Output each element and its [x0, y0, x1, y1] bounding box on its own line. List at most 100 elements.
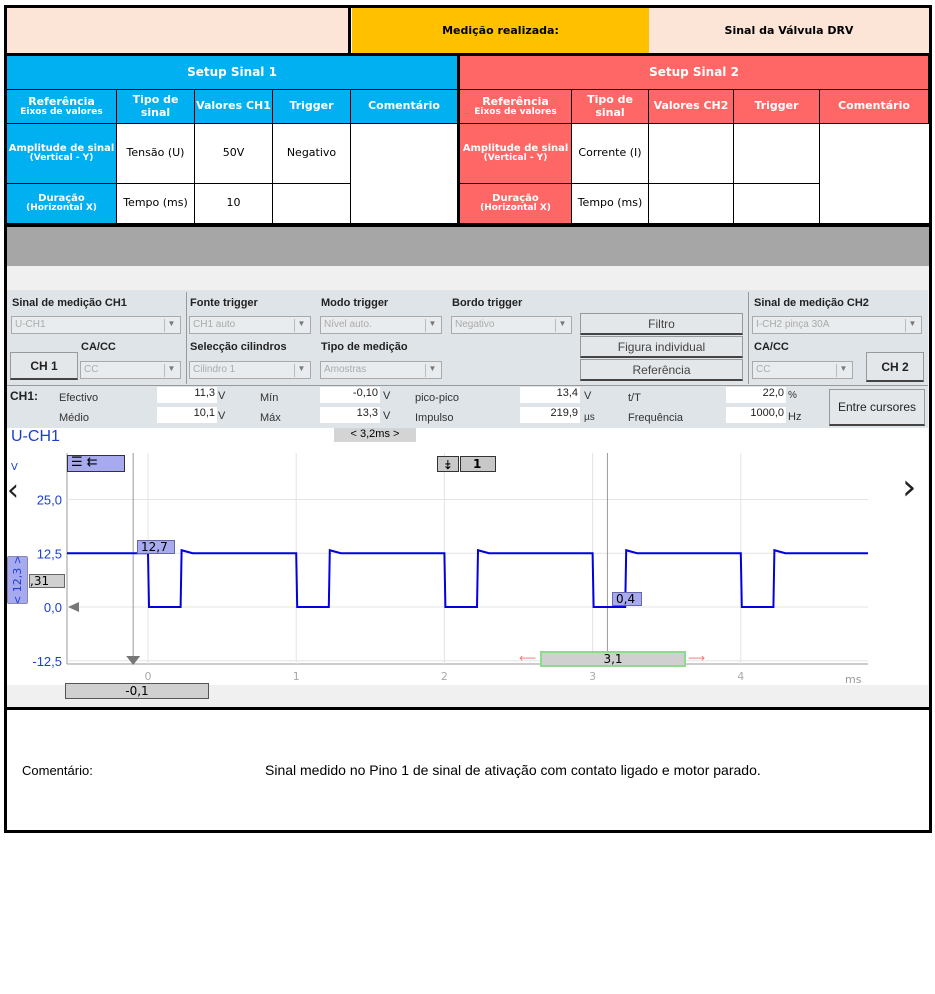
pp-value: 13,4: [520, 387, 580, 403]
cursor1-value: 12,7: [137, 540, 175, 554]
y-tick-label: 25,0: [37, 493, 62, 508]
setup2-dur-trigger: [734, 184, 820, 224]
chevron-down-icon: ▼: [905, 319, 919, 332]
setup1-dur-type: Tempo (ms): [117, 184, 195, 224]
medio-label: Médio: [59, 412, 89, 424]
cursor1-time[interactable]: -0,1: [65, 683, 209, 699]
setup2-col-type: Tipo de sinal: [572, 90, 649, 124]
cursor2-value: 0,4: [612, 592, 642, 606]
chevron-down-icon: ▼: [555, 319, 569, 332]
setup1-comment: [351, 124, 458, 224]
trigger-marker-icon: [126, 656, 141, 665]
setup1-dur-trigger: [273, 184, 351, 224]
cursor-delta[interactable]: 3,1: [540, 651, 686, 667]
y-unit: V: [11, 462, 18, 473]
channel-title: U-CH1: [11, 428, 60, 445]
setup1-amp-trigger: Negativo: [273, 124, 351, 184]
unit: V: [383, 410, 391, 422]
trigger-edge-icon[interactable]: ⤈: [437, 456, 459, 472]
setup2-dur-value: [649, 184, 734, 224]
cylinder-select[interactable]: Cilindro 1 ▼: [189, 361, 311, 379]
ch2-signal-label: Sinal de medição CH2: [754, 297, 869, 309]
cacc1-label: CA/CC: [81, 341, 116, 353]
report-frame: [4, 5, 932, 833]
between-cursors-button[interactable]: Entre cursores: [829, 389, 925, 426]
efectivo-label: Efectivo: [59, 392, 99, 404]
ch1-signal-label: Sinal de medição CH1: [12, 297, 127, 309]
setup1-amplitude: Amplitude de sinal (Vertical - Y): [7, 124, 117, 184]
x-tick-label: 4: [737, 670, 744, 683]
max-label: Máx: [260, 412, 281, 424]
offset-control[interactable]: < 12,3 >: [7, 556, 28, 604]
layout-toggle-icon[interactable]: ☰ ⇇: [67, 455, 125, 472]
setup1-dur-value: 10: [195, 184, 273, 224]
setup1-title: Setup Sinal 1: [7, 56, 458, 90]
pp-label: pico-pico: [415, 392, 460, 404]
ch1-button[interactable]: CH 1: [10, 352, 78, 380]
setup2-col-trigger: Trigger: [734, 90, 820, 124]
single-figure-button[interactable]: Figura individual: [580, 336, 743, 358]
freq-value: 1000,0: [726, 407, 786, 423]
medio-value: 10,1: [157, 407, 217, 423]
setup1-duration: Duração (Horizontal X): [7, 184, 117, 224]
trigger-source-label: Fonte trigger: [190, 297, 258, 309]
max-value: 13,3: [320, 407, 380, 423]
setup2-amp-trigger: [734, 124, 820, 184]
unit: %: [788, 390, 797, 401]
chevron-right-icon[interactable]: ›: [902, 467, 917, 508]
ch1-signal-select[interactable]: U-CH1 ▼: [11, 316, 181, 334]
zero-marker-icon: [68, 602, 79, 612]
freq-label: Frequência: [628, 412, 684, 424]
setup2-col-ref: Referência Eixos de valores: [460, 90, 572, 124]
chevron-left-icon[interactable]: ‹: [7, 473, 19, 508]
comment-label: Comentário:: [22, 763, 93, 778]
unit: µs: [584, 412, 595, 423]
setup2-duration: Duração (Horizontal X): [460, 184, 572, 224]
setup1-col-value: Valores CH1: [195, 90, 273, 124]
timebase-control[interactable]: < 3,2ms >: [334, 428, 416, 442]
cacc2-label: CA/CC: [754, 341, 789, 353]
impulso-label: Impulso: [415, 412, 454, 424]
waveform-line: [67, 548, 868, 608]
header-blank: [7, 8, 351, 53]
ch2-button[interactable]: CH 2: [866, 352, 924, 382]
setup1-amp-type: Tensão (U): [117, 124, 195, 184]
tT-value: 22,0: [726, 387, 786, 403]
unit: V: [383, 390, 391, 402]
signal-name: Sinal da Válvula DRV: [649, 8, 929, 53]
min-value: -0,10: [320, 387, 380, 403]
trigger-channel-badge[interactable]: 1: [460, 456, 496, 472]
setup1-col-ref: Referência Eixos de valores: [7, 90, 117, 124]
trigger-edge-select[interactable]: Negativo ▼: [451, 316, 572, 334]
measured-label: Medição realizada:: [352, 8, 649, 53]
setup2-title: Setup Sinal 2: [460, 56, 929, 90]
arrow-right-icon: ⟶: [688, 651, 706, 665]
trigger-mode-select[interactable]: Nível auto. ▼: [320, 316, 442, 334]
chevron-down-icon: ▼: [425, 319, 439, 332]
chevron-down-icon: ▼: [164, 319, 178, 332]
meas-type-select[interactable]: Amostras ▼: [320, 361, 442, 379]
x-tick-label: 1: [293, 670, 300, 683]
trigger-edge-label: Bordo trigger: [452, 297, 523, 309]
setup1-col-type: Tipo de sinal: [117, 90, 195, 124]
ch2-signal-select[interactable]: I-CH2 pinça 30A ▼: [752, 316, 922, 334]
ch1-meas-label: CH1:: [10, 389, 39, 403]
gray-band: [7, 227, 929, 266]
cacc2-select[interactable]: CC ▼: [752, 361, 853, 379]
trigger-source-select[interactable]: CH1 auto ▼: [189, 316, 311, 334]
chevron-down-icon: ▼: [294, 364, 308, 377]
reference-button[interactable]: Referência: [580, 359, 743, 381]
tT-label: t/T: [628, 392, 641, 404]
x-unit: ms: [845, 673, 862, 686]
meas-type-label: Tipo de medição: [321, 341, 408, 353]
offset-value: ,31: [29, 574, 65, 588]
min-label: Mín: [260, 392, 279, 404]
trigger-mode-label: Modo trigger: [321, 297, 389, 309]
cacc1-select[interactable]: CC ▼: [80, 361, 181, 379]
y-tick-label: 12,5: [37, 546, 62, 561]
efectivo-value: 11,3: [157, 387, 217, 403]
setup1-amp-value: 50V: [195, 124, 273, 184]
chevron-down-icon: ▼: [425, 364, 439, 377]
setup2-comment: [820, 124, 929, 224]
filter-button[interactable]: Filtro: [580, 313, 743, 335]
